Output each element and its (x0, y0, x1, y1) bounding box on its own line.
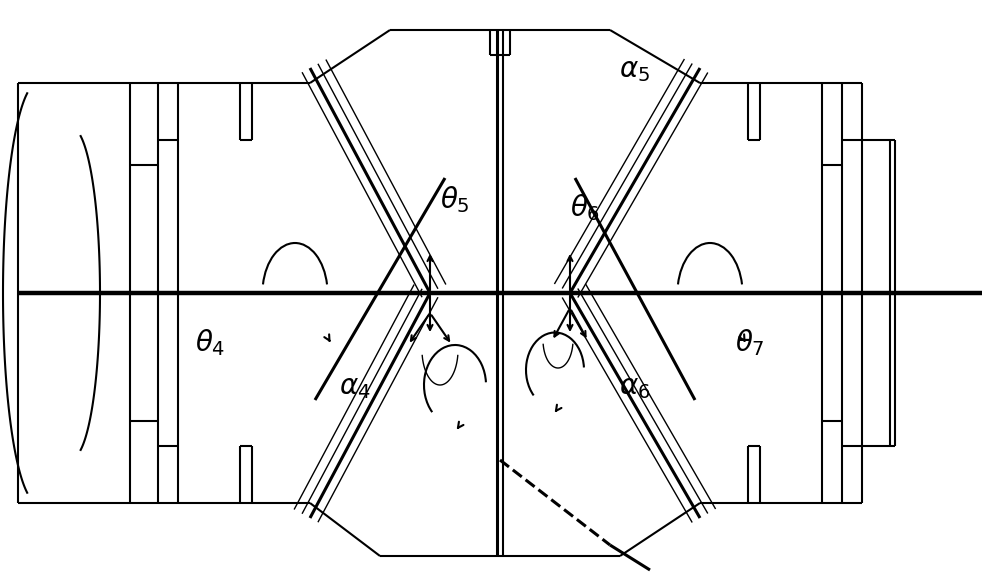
Text: $\theta_4$: $\theta_4$ (195, 328, 225, 358)
Text: $\alpha_6$: $\alpha_6$ (619, 373, 651, 401)
Text: $\theta_7$: $\theta_7$ (735, 328, 765, 358)
Text: $\alpha_5$: $\alpha_5$ (619, 56, 651, 84)
Text: $\theta_5$: $\theta_5$ (440, 184, 470, 214)
Text: $\alpha_4$: $\alpha_4$ (339, 373, 371, 401)
Text: $\theta_6$: $\theta_6$ (570, 193, 600, 223)
